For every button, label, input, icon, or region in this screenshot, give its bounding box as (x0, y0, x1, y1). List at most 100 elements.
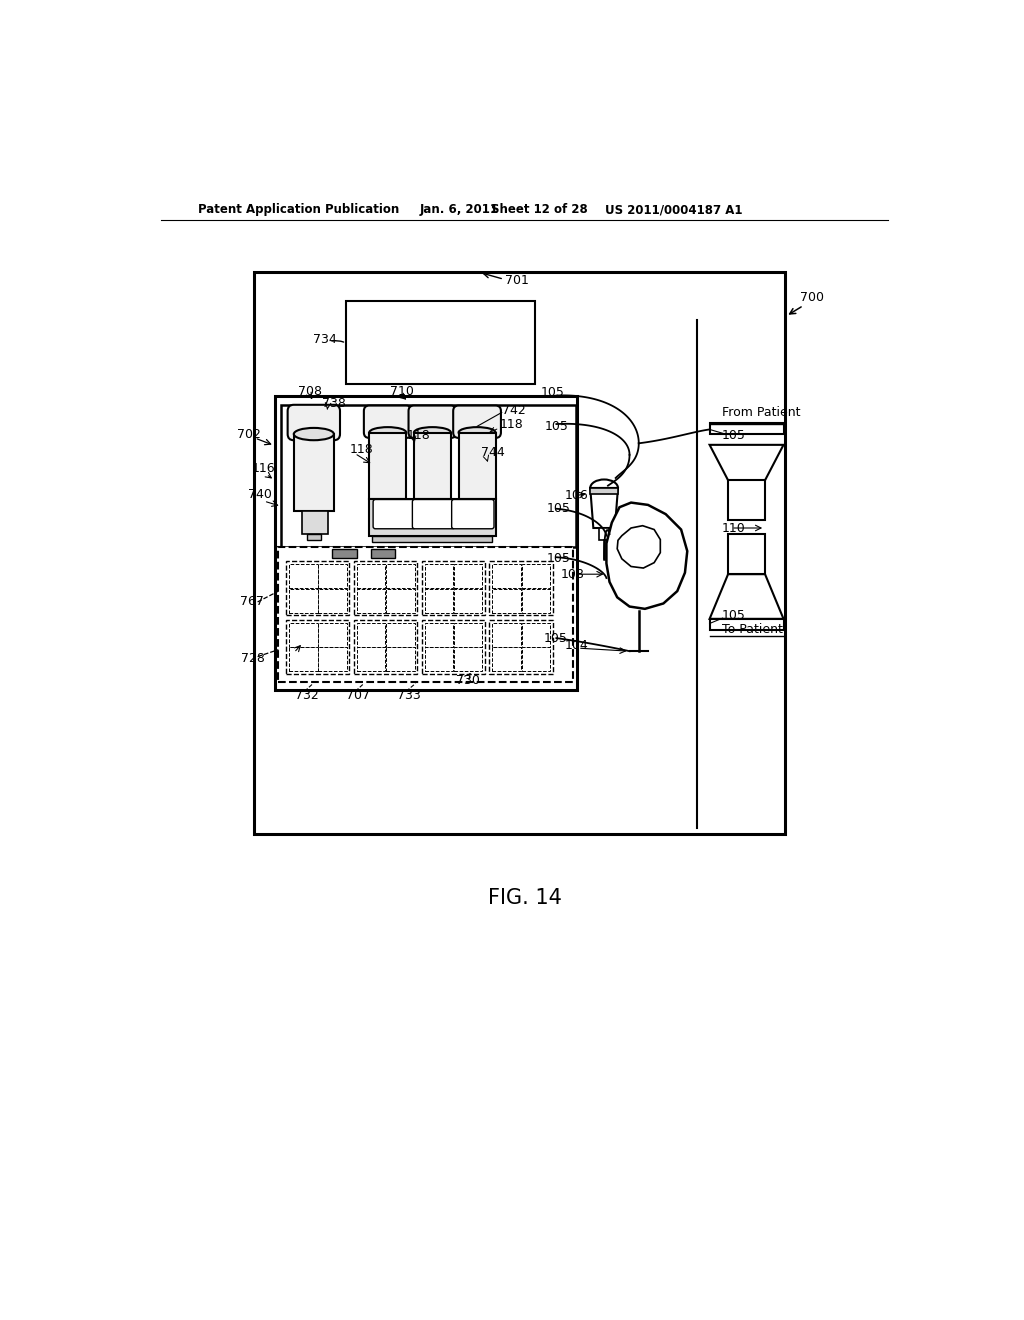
Bar (357, 623, 385, 647)
Bar (590, 488, 617, 494)
Bar (425, 564, 454, 589)
Bar (454, 564, 482, 589)
Text: 707: 707 (346, 689, 370, 702)
Ellipse shape (590, 479, 617, 496)
Bar (289, 589, 317, 612)
Ellipse shape (294, 428, 334, 441)
Text: 738: 738 (322, 397, 345, 409)
Text: 708: 708 (298, 385, 323, 399)
Text: 106: 106 (565, 490, 589, 502)
Text: Sheet 12 of 28: Sheet 12 of 28 (490, 203, 588, 216)
Bar (454, 623, 482, 647)
Bar (318, 589, 347, 612)
Bar (346, 301, 535, 384)
FancyBboxPatch shape (454, 405, 501, 438)
Bar (274, 396, 578, 689)
Bar (386, 647, 415, 671)
Bar (373, 536, 493, 543)
Bar (371, 549, 395, 558)
Bar (333, 549, 357, 558)
Bar (357, 589, 385, 612)
Bar (521, 647, 550, 671)
Bar (289, 647, 317, 671)
Bar (728, 535, 765, 574)
Bar (286, 561, 349, 615)
Bar (357, 647, 385, 671)
Text: 740: 740 (248, 487, 271, 500)
Bar (493, 564, 521, 589)
Polygon shape (590, 488, 617, 528)
Bar (307, 535, 321, 540)
Bar (454, 647, 482, 671)
Bar (710, 424, 783, 434)
Text: 105: 105 (547, 502, 570, 515)
Text: FIG. 14: FIG. 14 (487, 887, 562, 908)
Bar (728, 480, 765, 520)
Text: 104: 104 (565, 639, 589, 652)
Bar (493, 623, 521, 647)
Bar (294, 434, 334, 511)
Bar (354, 561, 417, 615)
Bar (599, 528, 608, 540)
Bar (370, 433, 407, 499)
Text: 118: 118 (350, 444, 374, 455)
Text: 710: 710 (390, 385, 414, 399)
FancyBboxPatch shape (373, 499, 416, 529)
Text: Patent Application Publication: Patent Application Publication (199, 203, 399, 216)
Text: 767: 767 (240, 595, 264, 609)
Bar (289, 564, 317, 589)
Bar (318, 647, 347, 671)
Text: 110: 110 (722, 521, 745, 535)
Text: 105: 105 (722, 610, 745, 622)
Text: 744: 744 (481, 446, 505, 459)
Bar (459, 433, 496, 499)
Bar (386, 589, 415, 612)
Bar (301, 511, 328, 535)
Bar (422, 619, 484, 673)
Text: 116: 116 (252, 462, 275, 475)
Text: 700: 700 (801, 290, 824, 304)
Text: 105: 105 (722, 429, 745, 442)
Text: 701: 701 (505, 273, 528, 286)
Text: 728: 728 (241, 652, 264, 665)
Bar (289, 623, 317, 647)
Text: 108: 108 (560, 568, 584, 581)
Bar (254, 272, 785, 834)
Text: 733: 733 (397, 689, 421, 702)
Bar (279, 548, 572, 682)
Text: To Patient: To Patient (722, 623, 782, 636)
Bar (521, 589, 550, 612)
Bar (521, 623, 550, 647)
Text: 734: 734 (313, 333, 337, 346)
Text: 118: 118 (500, 417, 524, 430)
Text: 732: 732 (295, 689, 318, 702)
Bar (489, 561, 553, 615)
Ellipse shape (459, 428, 496, 438)
Text: US 2011/0004187 A1: US 2011/0004187 A1 (605, 203, 742, 216)
Bar (386, 564, 415, 589)
Ellipse shape (370, 428, 407, 438)
Text: Jan. 6, 2011: Jan. 6, 2011 (420, 203, 499, 216)
Bar (370, 499, 496, 536)
Bar (422, 561, 484, 615)
Bar (489, 619, 553, 673)
Bar (425, 623, 454, 647)
Bar (521, 564, 550, 589)
Text: 105: 105 (547, 552, 570, 565)
Polygon shape (617, 525, 660, 568)
Bar (710, 619, 783, 630)
Bar (425, 647, 454, 671)
Polygon shape (606, 503, 687, 609)
Bar (357, 564, 385, 589)
Bar (454, 589, 482, 612)
Text: 105: 105 (541, 385, 565, 399)
Text: 742: 742 (502, 404, 525, 417)
Bar (318, 564, 347, 589)
Bar (286, 619, 349, 673)
Bar (354, 619, 417, 673)
Polygon shape (710, 445, 783, 480)
Bar (493, 647, 521, 671)
FancyBboxPatch shape (288, 405, 340, 441)
Text: 105: 105 (545, 420, 568, 433)
Bar (318, 623, 347, 647)
